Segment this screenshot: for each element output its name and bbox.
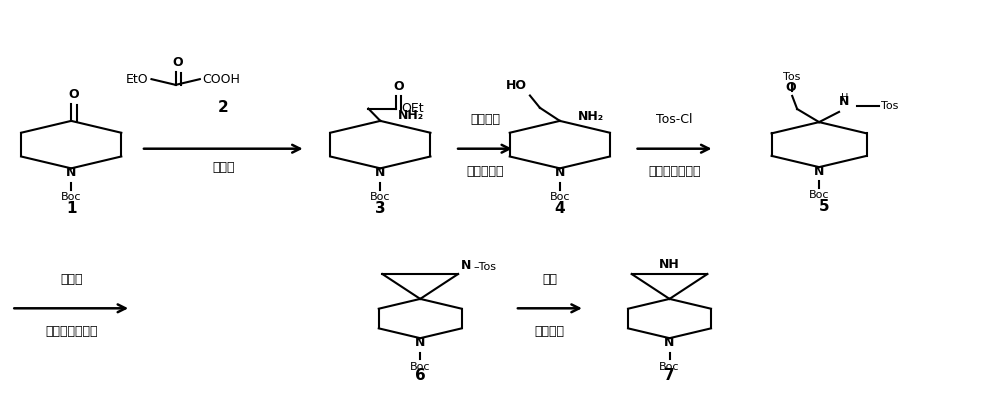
Text: Boc: Boc — [550, 192, 570, 202]
Text: 6: 6 — [415, 368, 426, 383]
Text: 二氯甲烷三乙胺: 二氯甲烷三乙胺 — [648, 165, 701, 178]
Text: NH: NH — [659, 258, 680, 271]
Text: Boc: Boc — [659, 361, 680, 372]
Text: Tos: Tos — [783, 72, 801, 82]
Text: 无水甲醇: 无水甲醇 — [535, 325, 565, 338]
Text: NH₂: NH₂ — [578, 110, 604, 123]
Text: H: H — [841, 93, 848, 103]
Text: 无水四氢唅: 无水四氢唅 — [466, 165, 504, 178]
Text: Boc: Boc — [370, 192, 391, 202]
Text: 碘化销，四氢唅: 碘化销，四氢唅 — [45, 325, 97, 338]
Text: Boc: Boc — [61, 192, 81, 202]
Text: 7: 7 — [664, 368, 675, 383]
Text: Boc: Boc — [809, 190, 829, 201]
Text: N: N — [839, 95, 849, 108]
Text: N: N — [664, 336, 675, 349]
Text: 醒酸錨: 醒酸錨 — [212, 161, 235, 174]
Text: EtO: EtO — [126, 73, 148, 86]
Text: N: N — [555, 166, 565, 179]
Text: 镁屑: 镁屑 — [542, 273, 557, 286]
Text: OEt: OEt — [401, 102, 424, 115]
Text: N: N — [461, 259, 471, 272]
Text: Tos: Tos — [881, 101, 898, 111]
Text: O: O — [172, 56, 183, 69]
Text: –Tos: –Tos — [473, 262, 496, 272]
Text: HO: HO — [506, 79, 527, 92]
Text: O: O — [69, 88, 79, 101]
Text: 1: 1 — [66, 201, 76, 215]
Text: COOH: COOH — [202, 73, 240, 86]
Text: 5: 5 — [819, 199, 829, 213]
Text: 垇氢化锂: 垇氢化锂 — [470, 113, 500, 126]
Text: N: N — [66, 166, 76, 179]
Text: 碳酸钐: 碳酸钐 — [60, 273, 82, 286]
Text: 2: 2 — [218, 100, 229, 115]
Text: NH₂: NH₂ — [398, 110, 424, 122]
Text: Tos-Cl: Tos-Cl — [656, 113, 693, 126]
Text: N: N — [375, 166, 386, 179]
Text: 4: 4 — [555, 201, 565, 215]
Text: O: O — [785, 81, 796, 94]
Text: Boc: Boc — [410, 361, 430, 372]
Text: N: N — [814, 165, 824, 178]
Text: 3: 3 — [375, 201, 386, 215]
Text: N: N — [415, 336, 425, 349]
Text: O: O — [393, 80, 404, 93]
